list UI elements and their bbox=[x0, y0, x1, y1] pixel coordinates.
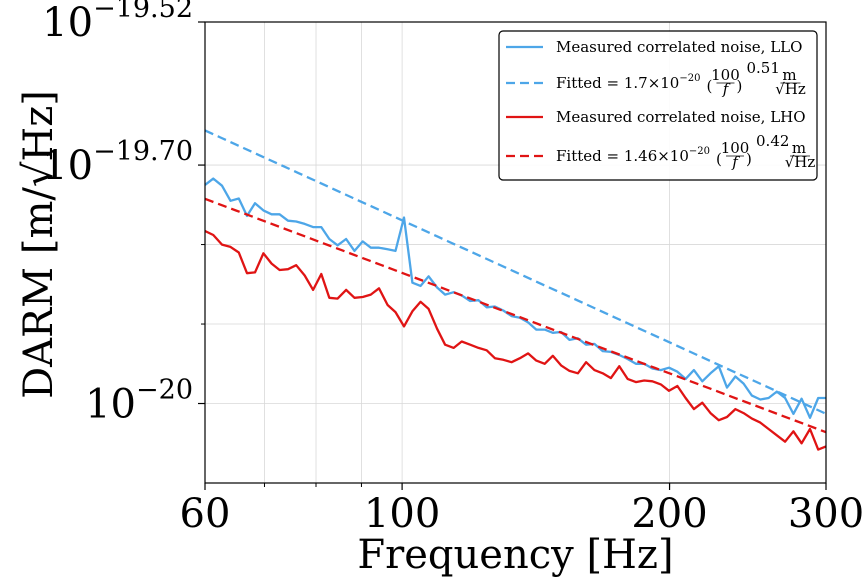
legend-frac-num: 100 bbox=[721, 139, 750, 157]
y-tick-label: 10−19.52 bbox=[42, 0, 193, 46]
y-axis-label: DARM [m/√Hz] bbox=[16, 90, 62, 399]
legend-power: 0.51 bbox=[746, 59, 779, 77]
series-layer bbox=[204, 129, 827, 451]
legend-frac-num: 100 bbox=[711, 66, 740, 84]
x-tick-label: 200 bbox=[631, 491, 707, 537]
legend-paren: ( bbox=[716, 150, 722, 168]
x-tick-label: 300 bbox=[788, 491, 864, 537]
fit-line-1 bbox=[204, 129, 827, 415]
legend-label-2: Measured correlated noise, LHO bbox=[556, 108, 806, 126]
legend-paren: ) bbox=[736, 77, 742, 95]
legend-frac-den: f bbox=[722, 80, 731, 98]
legend-paren: ) bbox=[746, 150, 752, 168]
legend-label-3: Fitted = 1.46×10−20 bbox=[556, 146, 710, 165]
legend-box bbox=[498, 30, 818, 181]
axis-ticks: 60 100 200 300 10−20 10−19.70 10−19.52 bbox=[42, 0, 864, 537]
plot-frame bbox=[204, 21, 827, 484]
y-tick-label: 10−19.70 bbox=[42, 136, 193, 189]
series-line-2 bbox=[204, 229, 827, 451]
legend-label-1: Fitted = 1.7×10−20 bbox=[556, 73, 700, 92]
legend-paren: ( bbox=[706, 77, 712, 95]
legend-unit-num: m bbox=[782, 66, 796, 84]
legend-power: 0.42 bbox=[756, 132, 789, 150]
legend-unit-num: m bbox=[792, 139, 806, 157]
legend-unit-den: √Hz bbox=[775, 80, 806, 98]
fit-line-3 bbox=[204, 197, 827, 434]
y-tick-label: 10−20 bbox=[85, 375, 193, 428]
x-tick-label: 60 bbox=[180, 491, 231, 537]
legend-label-0: Measured correlated noise, LLO bbox=[556, 38, 802, 56]
series-line-0 bbox=[204, 177, 826, 419]
legend-unit-den: √Hz bbox=[785, 153, 816, 171]
legend-frac-den: f bbox=[731, 153, 740, 171]
x-axis-label: Frequency [Hz] bbox=[357, 532, 673, 578]
x-tick-label: 100 bbox=[364, 491, 440, 537]
legend: Measured correlated noise, LLO Fitted = 1… bbox=[498, 30, 818, 181]
